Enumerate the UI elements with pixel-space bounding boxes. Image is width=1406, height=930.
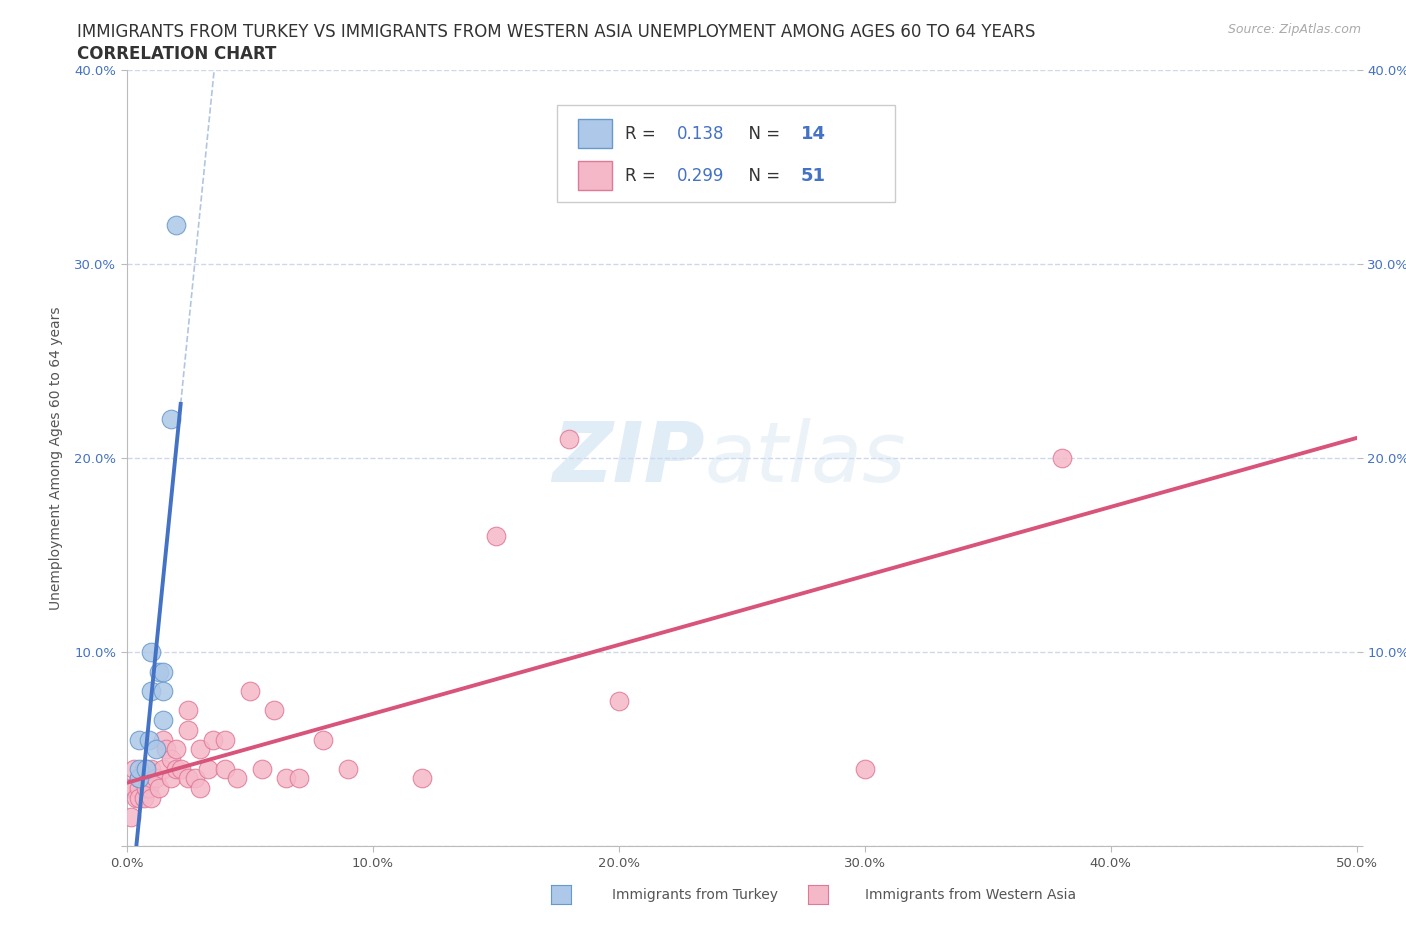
Point (853, 761, 876, 776)
Point (141, 771, 162, 786)
Point (129, 771, 153, 786)
Point (135, 761, 157, 776)
Text: Immigrants from Western Asia: Immigrants from Western Asia (865, 887, 1076, 902)
Point (1050, 451, 1073, 466)
Point (122, 780, 145, 795)
Point (214, 732, 236, 747)
Text: R =: R = (624, 166, 661, 184)
Text: 51: 51 (801, 166, 825, 184)
Text: CORRELATION CHART: CORRELATION CHART (77, 45, 277, 62)
Point (159, 771, 183, 786)
Point (287, 771, 309, 786)
Text: IMMIGRANTS FROM TURKEY VS IMMIGRANTS FROM WESTERN ASIA UNEMPLOYMENT AMONG AGES 6: IMMIGRANTS FROM TURKEY VS IMMIGRANTS FRO… (77, 23, 1036, 41)
Point (125, 790, 148, 805)
Point (177, 771, 200, 786)
FancyBboxPatch shape (578, 119, 613, 149)
Point (152, 732, 174, 747)
Point (138, 732, 160, 747)
Point (141, 761, 162, 776)
Point (165, 218, 187, 232)
Point (337, 761, 360, 776)
Text: atlas: atlas (704, 418, 907, 498)
Point (276, 771, 298, 786)
Point (128, 771, 150, 786)
FancyBboxPatch shape (557, 105, 896, 202)
Point (250, 761, 273, 776)
Point (312, 732, 335, 747)
Point (177, 703, 200, 718)
Point (169, 761, 191, 776)
Point (177, 723, 200, 737)
Point (135, 780, 157, 795)
Point (145, 771, 167, 786)
Point (132, 790, 155, 805)
Point (132, 761, 155, 776)
Point (145, 742, 167, 757)
Point (148, 780, 170, 795)
Point (159, 751, 183, 766)
Point (122, 761, 145, 776)
Point (128, 790, 150, 805)
Point (226, 771, 249, 786)
Text: 14: 14 (801, 125, 825, 142)
Point (184, 771, 207, 786)
Point (152, 761, 174, 776)
Point (411, 771, 433, 786)
Point (188, 780, 211, 795)
Point (128, 780, 150, 795)
Point (118, 780, 141, 795)
Y-axis label: Unemployment Among Ages 60 to 64 years: Unemployment Among Ages 60 to 64 years (49, 306, 63, 610)
Point (263, 703, 285, 718)
Point (558, 432, 581, 446)
Text: Source: ZipAtlas.com: Source: ZipAtlas.com (1227, 23, 1361, 36)
Point (135, 761, 157, 776)
Point (188, 742, 211, 757)
Point (120, 810, 143, 825)
Text: 0.299: 0.299 (676, 166, 724, 184)
Text: N =: N = (738, 166, 786, 184)
Point (165, 761, 187, 776)
Point (484, 528, 508, 543)
Point (155, 742, 177, 757)
Point (159, 412, 183, 427)
Point (201, 732, 224, 747)
Text: N =: N = (738, 125, 786, 142)
Point (138, 780, 160, 795)
Point (152, 664, 174, 679)
Point (239, 684, 262, 698)
Text: R =: R = (624, 125, 661, 142)
Point (128, 732, 150, 747)
Point (152, 712, 174, 727)
Text: Immigrants from Turkey: Immigrants from Turkey (612, 887, 778, 902)
Point (148, 664, 170, 679)
Point (197, 761, 219, 776)
Point (165, 742, 187, 757)
Point (128, 771, 150, 786)
Point (141, 684, 162, 698)
Point (152, 684, 174, 698)
Point (214, 761, 236, 776)
Point (141, 790, 162, 805)
Text: 0.138: 0.138 (676, 125, 724, 142)
Text: ZIP: ZIP (553, 418, 704, 498)
Point (128, 761, 150, 776)
Point (607, 693, 630, 708)
FancyBboxPatch shape (578, 161, 613, 191)
Point (141, 644, 162, 659)
